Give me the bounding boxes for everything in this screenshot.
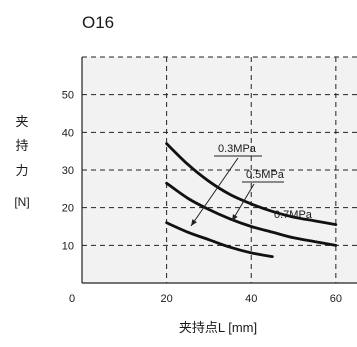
y-tick-label-50: 50 — [62, 90, 74, 102]
y-axis-label-char-3: 力 — [15, 163, 28, 178]
tick-labels: 10 20 30 40 50 0 20 40 60 — [62, 90, 342, 305]
series-line-0.3MPa — [165, 221, 274, 259]
y-tick-label-30: 30 — [62, 165, 74, 177]
plot-frame — [81, 56, 357, 284]
series-group — [165, 142, 338, 259]
curve-label-3: 0.7MPa — [274, 209, 313, 221]
y-tick-label-20: 20 — [62, 203, 74, 215]
chart-title: O16 — [82, 13, 114, 32]
series-line-0.5MPa — [165, 181, 338, 247]
annotation-group: 0.3MPa 0.5MPa 0.7MPa — [190, 143, 313, 227]
leader-line-2 — [231, 183, 255, 222]
x-tick-label-0: 0 — [69, 293, 75, 305]
y-axis-label-char-1: 夹 — [15, 114, 28, 129]
x-tick-label-40: 40 — [245, 293, 257, 305]
x-tick-label-60: 60 — [330, 293, 342, 305]
x-tick-label-20: 20 — [160, 293, 172, 305]
series-line-0.7MPa — [165, 142, 338, 227]
leader-line-1 — [190, 157, 239, 227]
leader-arrowhead-1 — [191, 219, 197, 226]
curve-label-2: 0.5MPa — [246, 169, 285, 181]
leader-arrowhead-2 — [232, 214, 238, 221]
curve-label-1: 0.3MPa — [218, 143, 257, 155]
y-axis-unit: [N] — [14, 195, 29, 209]
grid — [82, 57, 357, 283]
x-axis-label: 夹持点L [mm] — [179, 320, 257, 335]
y-tick-label-40: 40 — [62, 127, 74, 139]
y-tick-label-10: 10 — [62, 240, 74, 252]
y-axis-label-char-2: 持 — [15, 138, 28, 153]
